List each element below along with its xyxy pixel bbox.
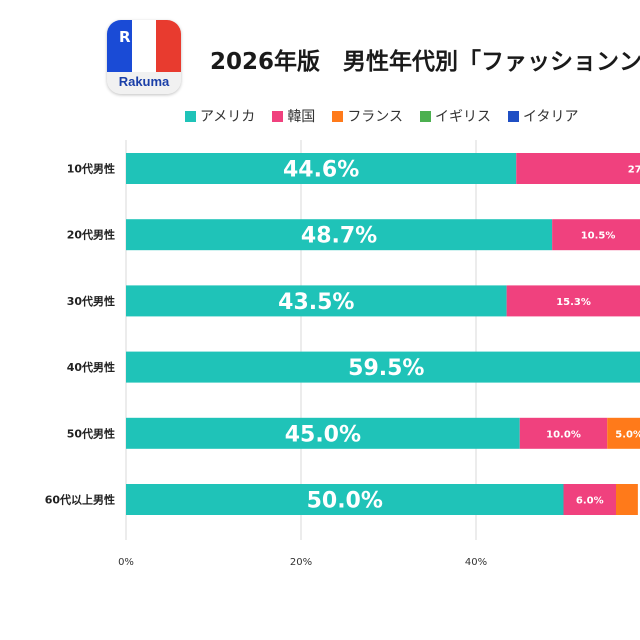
legend-item-america: アメリカ <box>185 106 255 126</box>
data-label: 59.5% <box>348 356 424 381</box>
category-label: 40代男性 <box>67 360 115 374</box>
bar-segment <box>126 153 517 184</box>
legend-swatch-america <box>185 110 196 122</box>
legend: アメリカ 韓国 フランス イギリス イタリア <box>185 106 579 126</box>
bar-segment <box>126 351 640 383</box>
data-label: 44.6% <box>283 158 359 183</box>
bar-segment <box>516 153 640 184</box>
category-label: 50代男性 <box>67 426 115 440</box>
legend-item-italy: イタリア <box>508 106 579 126</box>
bar-segment <box>519 417 608 449</box>
x-tick-label-40: 40% <box>465 557 487 568</box>
x-tick-label-0: 0% <box>118 557 134 568</box>
category-label: 60代以上男性 <box>45 493 115 507</box>
data-label: 5.0% <box>615 429 640 440</box>
bar-segment <box>506 285 640 317</box>
logo-wordmark: Rakuma <box>119 74 170 89</box>
bar-segment <box>126 484 564 515</box>
logo-letter: R <box>119 28 131 46</box>
data-label: 48.7% <box>301 224 377 249</box>
bar-segment <box>563 484 616 515</box>
bar-segment <box>126 219 553 251</box>
legend-swatch-uk <box>420 110 432 122</box>
legend-swatch-france <box>332 110 344 122</box>
rakuma-logo: R Rakuma <box>107 20 181 94</box>
data-label: 6.0% <box>576 496 604 507</box>
data-label: 43.5% <box>278 290 354 315</box>
legend-label-america: アメリカ <box>200 109 256 125</box>
bar-segment <box>616 484 638 515</box>
category-label: 10代男性 <box>67 162 115 176</box>
data-label: 10.0% <box>546 429 581 440</box>
legend-label-italy: イタリア <box>523 109 579 125</box>
category-label: 20代男性 <box>67 228 115 242</box>
data-label: 27. <box>628 165 640 176</box>
legend-label-france: フランス <box>347 109 404 125</box>
bar-segment <box>607 417 640 449</box>
legend-label-uk: イギリス <box>435 109 492 125</box>
bar-segment <box>126 285 507 317</box>
legend-item-korea: 韓国 <box>272 106 315 126</box>
legend-swatch-italy <box>508 110 520 122</box>
data-label: 50.0% <box>307 489 383 514</box>
legend-item-uk: イギリス <box>420 106 491 126</box>
data-label: 10.5% <box>581 231 616 242</box>
x-tick-label-20: 20% <box>290 557 312 568</box>
legend-swatch-korea <box>272 110 284 122</box>
chart-title: 2026年版 男性年代別「ファッションン <box>210 49 640 75</box>
bar-segment <box>126 417 520 449</box>
data-label: 15.3% <box>556 297 591 308</box>
legend-item-france: フランス <box>332 106 403 126</box>
legend-label-korea: 韓国 <box>287 109 316 125</box>
bar-segment <box>552 219 640 251</box>
category-label: 30代男性 <box>67 294 115 308</box>
data-label: 45.0% <box>285 422 361 447</box>
rakuma-logo-flag: R Rakuma <box>107 20 181 94</box>
